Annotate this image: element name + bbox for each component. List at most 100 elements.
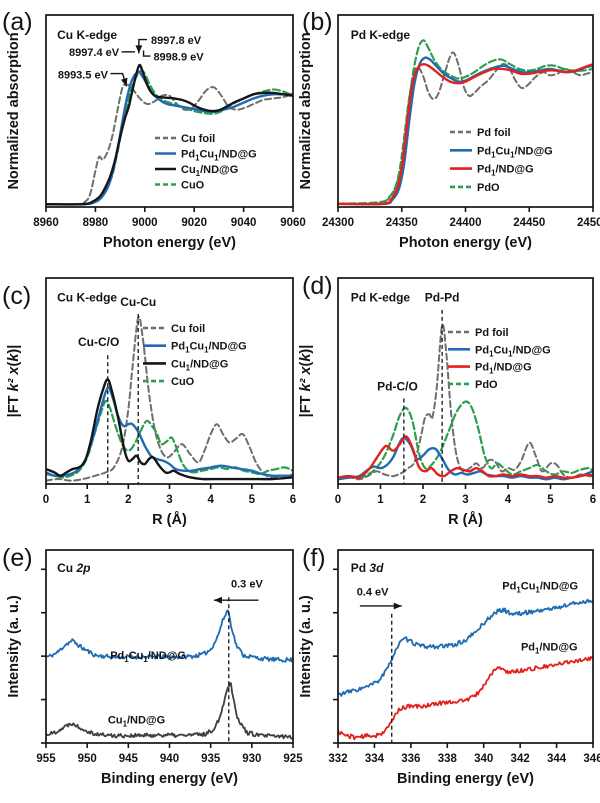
annotation-text: Pd1Cu1/ND@G	[110, 650, 186, 664]
panel-letter-a: (a)	[2, 8, 33, 36]
x-tick-label: 9040	[231, 217, 257, 229]
annotation-text: 0.3 eV	[231, 579, 263, 591]
plot-area-f	[338, 598, 593, 741]
panel-letter-e: (e)	[2, 544, 33, 572]
series-line-cu1-nd-g	[46, 682, 293, 740]
legend-label: Cu1/ND@G	[171, 358, 228, 372]
annotation-text: Pd-C/O	[377, 379, 418, 393]
x-tick-label: 338	[438, 753, 458, 765]
x-axis-label: Binding energy (eV)	[101, 771, 238, 787]
legend-label: Pd1Cu1/ND@G	[475, 344, 551, 358]
series-line-pd1-nd-g	[338, 62, 593, 206]
plot-area-d	[338, 323, 593, 481]
annotation-text: 8998.9 eV	[153, 52, 204, 64]
x-axis-label: Photon energy (eV)	[399, 235, 532, 251]
panel-f: 0.4 eV Pd1Cu1/ND@G Pd1/ND@G Pd 3d 332 334 336 3…	[298, 544, 600, 787]
panel-title-a: Cu K-edge	[57, 28, 117, 42]
plot-area-e	[46, 609, 293, 740]
series-line-cu-foil	[46, 315, 293, 482]
panel-letter-f: (f)	[302, 544, 326, 572]
x-tick-label: 5	[547, 494, 554, 506]
axis-box	[337, 549, 594, 744]
arrowhead	[120, 77, 128, 87]
series-line-pd1-nd-g	[338, 435, 593, 480]
legend-label: Pd1Cu1/ND@G	[171, 341, 247, 355]
annotation-text: Cu1/ND@G	[108, 715, 165, 729]
panel-title-b: Pd K-edge	[351, 28, 411, 42]
x-tick-label: 24500	[577, 217, 600, 229]
x-tick-label: 334	[365, 753, 385, 765]
x-tick-label: 24400	[450, 217, 482, 229]
annotation-text: Cu-Cu	[120, 295, 156, 309]
x-tick-label: 1	[377, 494, 384, 506]
x-tick-label: 340	[474, 753, 493, 765]
series-line-cu-foil	[46, 83, 293, 206]
plot-area-a	[46, 63, 293, 206]
series-line-pd1cu1-nd-g	[46, 609, 293, 663]
legend-label: Pd1Cu1/ND@G	[477, 145, 553, 159]
panel-letter-d: (d)	[302, 272, 333, 300]
legend-b: Pd foil Pd1Cu1/ND@G Pd1/ND@G PdO	[450, 127, 553, 194]
panel-d: Pd-Pd Pd-C/O Pd foil Pd1Cu1/ND@G Pd1/ND@G PdO…	[298, 272, 596, 528]
arrowhead	[135, 45, 143, 54]
series-line-cu1-nd-g	[46, 378, 293, 481]
annotation-text: Cu-C/O	[78, 335, 119, 349]
arrowhead	[213, 596, 222, 604]
series-line-pd1cu1-nd-g	[338, 436, 593, 481]
x-tick-label: 2	[420, 494, 426, 506]
x-tick-label: 4	[207, 494, 214, 506]
y-axis-label: Normalized absorption	[298, 32, 314, 189]
x-tick-label: 0	[43, 494, 49, 506]
panel-title-c: Cu K-edge	[57, 291, 117, 305]
panel-title-f: Pd 3d	[351, 561, 384, 575]
x-tick-label: 6	[290, 494, 296, 506]
x-axis-label: R (Å)	[152, 511, 187, 528]
x-tick-label: 8960	[33, 217, 59, 229]
panel-a: 8997.8 eV 8997.4 eV 8998.9 eV 8993.5 eV Cu f…	[2, 8, 306, 251]
annotation-text: Pd1/ND@G	[521, 641, 578, 655]
annotation-text: Pd-Pd	[425, 291, 460, 305]
legend-label: PdO	[475, 379, 498, 391]
x-tick-label: 9000	[132, 217, 158, 229]
x-tick-label: 5	[249, 494, 256, 506]
x-axis-label: Photon energy (eV)	[103, 235, 236, 251]
legend-label: Cu foil	[171, 323, 205, 335]
x-tick-label: 1	[84, 494, 91, 506]
legend-c: Cu foil Pd1Cu1/ND@G Cu1/ND@G CuO	[143, 323, 247, 388]
panel-title-d: Pd K-edge	[351, 291, 411, 305]
x-tick-label: 8980	[83, 217, 109, 229]
legend-label: PdO	[477, 182, 500, 194]
x-tick-label: 332	[328, 753, 347, 765]
x-tick-label: 2	[125, 494, 131, 506]
annotation-text: 8997.8 eV	[151, 35, 202, 47]
panel-e: 0.3 eV Pd1Cu1/ND@G Cu1/ND@G Cu 2p 955 950 945 9…	[2, 544, 303, 787]
x-axis-label: R (Å)	[448, 511, 483, 528]
arrowhead	[393, 602, 402, 610]
x-tick-label: 6	[590, 494, 596, 506]
annotation-leader-line	[142, 50, 151, 57]
legend-label: CuO	[181, 180, 205, 192]
x-tick-label: 3	[462, 494, 468, 506]
x-tick-label: 342	[511, 753, 530, 765]
legend-label: Pd1Cu1/ND@G	[181, 149, 257, 163]
plot-area-c	[46, 315, 293, 482]
x-tick-label: 336	[401, 753, 420, 765]
panel-c: Cu-Cu Cu-C/O Cu foil Pd1Cu1/ND@G Cu1/ND@G CuO…	[2, 277, 296, 528]
y-axis-label: Intensity (a. u.)	[298, 595, 314, 697]
x-tick-label: 955	[36, 753, 56, 765]
x-tick-label: 940	[160, 753, 179, 765]
series-line-pdo	[338, 400, 593, 479]
series-line-pd1cu1-nd-g	[338, 598, 593, 697]
x-tick-label: 930	[242, 753, 261, 765]
axis-box	[45, 14, 294, 208]
annotation-text: 8997.4 eV	[69, 47, 120, 59]
panel-title-e: Cu 2p	[57, 561, 90, 575]
x-tick-label: 925	[283, 753, 303, 765]
legend-d: Pd foil Pd1Cu1/ND@G Pd1/ND@G PdO	[448, 327, 551, 391]
x-tick-label: 24350	[386, 217, 418, 229]
panel-b: Pd foil Pd1Cu1/ND@G Pd1/ND@G PdO Pd K-edge 24…	[298, 8, 600, 251]
y-axis-label: |FT k² x(k)|	[298, 345, 314, 418]
